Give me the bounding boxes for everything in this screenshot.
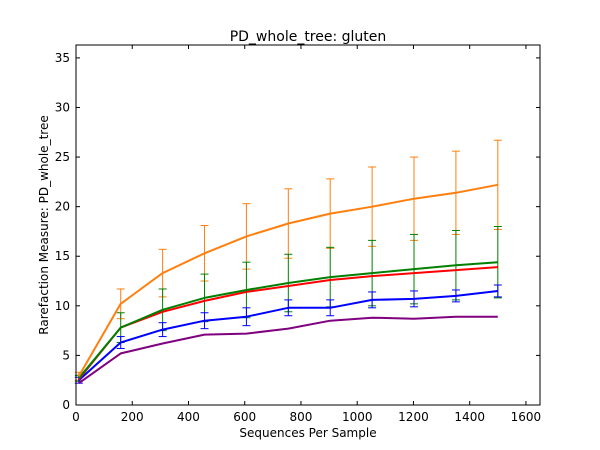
plot-marks — [74, 139, 502, 385]
x-axis-label: Sequences Per Sample — [239, 426, 376, 440]
plot-frame — [75, 44, 541, 406]
x-tick-label: 800 — [290, 410, 313, 424]
y-tick-label: 5 — [62, 348, 70, 362]
chart-title: PD_whole_tree: gluten — [230, 29, 387, 45]
series-line — [78, 261, 498, 379]
y-axis-label: Rarefaction Measure: PD_whole_tree — [37, 115, 51, 334]
x-tick-label: 200 — [121, 410, 144, 424]
series-line — [78, 290, 498, 381]
x-tick-label: 1000 — [342, 410, 373, 424]
x-tick-label: 1200 — [398, 410, 429, 424]
y-tick-label: 15 — [55, 249, 70, 263]
x-tick-label: 1600 — [511, 410, 542, 424]
y-tick-label: 0 — [62, 398, 70, 412]
x-tick-label: 400 — [177, 410, 200, 424]
y-tick-label: 10 — [55, 299, 70, 313]
x-tick-label: 600 — [233, 410, 256, 424]
axes-layer: 0 200 400 600 800 1000 1200 1400 1600 0 5 10 15 20 25 3… — [55, 44, 542, 424]
y-tick-label: 35 — [55, 51, 70, 65]
y-tick-label: 30 — [55, 100, 70, 114]
y-tick-label: 20 — [55, 200, 70, 214]
x-tick-label: 0 — [72, 410, 80, 424]
series-line — [77, 183, 498, 377]
y-tick-label: 25 — [55, 150, 70, 164]
series-line — [78, 315, 498, 385]
series-line — [78, 266, 498, 380]
x-tick-label: 1400 — [454, 410, 485, 424]
